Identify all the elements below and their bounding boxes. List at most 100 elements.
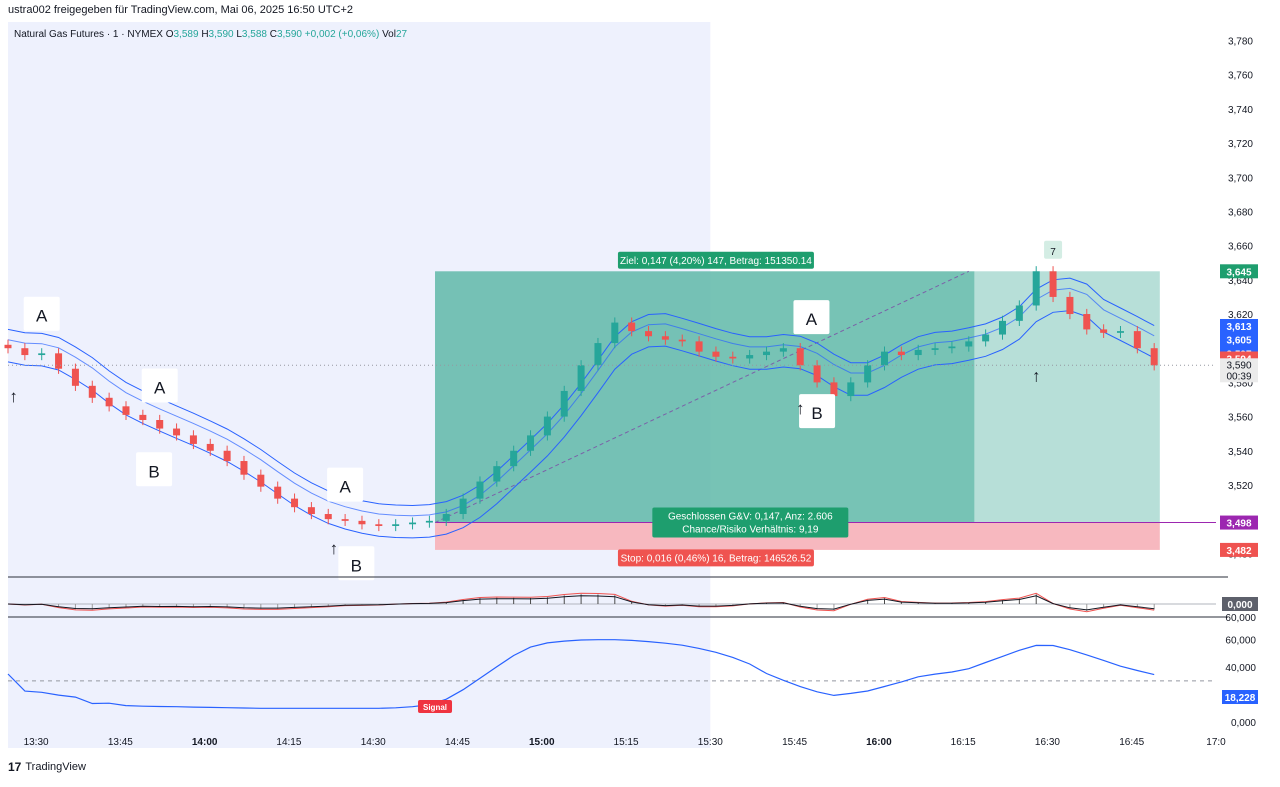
arrow-marker-icon: ↑ bbox=[796, 399, 805, 418]
candle-body bbox=[510, 450, 518, 467]
current-price-tag bbox=[1220, 358, 1258, 383]
time-tick-label: 15:45 bbox=[782, 737, 807, 748]
candle-body bbox=[779, 348, 787, 352]
annotation-box bbox=[793, 300, 830, 335]
signal-marker-label: Signal bbox=[423, 703, 447, 712]
price-tag bbox=[1220, 542, 1258, 557]
candle-body bbox=[4, 344, 12, 349]
price-tick-label: 3,700 bbox=[1228, 173, 1253, 184]
annotation-label: B bbox=[811, 404, 822, 423]
rsi-line bbox=[7, 639, 1155, 709]
candle-body bbox=[38, 353, 46, 356]
target-label-box bbox=[617, 251, 814, 269]
arrow-marker-icon: ↑ bbox=[9, 387, 18, 406]
annotation-box bbox=[799, 394, 836, 429]
closed-label-box bbox=[652, 507, 849, 538]
price-tag bbox=[1220, 332, 1258, 347]
symbol-legend[interactable]: Natural Gas Futures · 1 · NYMEX O3,589 H… bbox=[14, 29, 407, 40]
price-tick-label: 3,580 bbox=[1228, 378, 1253, 389]
tradingview-logo[interactable]: 17 TradingView bbox=[8, 760, 86, 774]
candle-body bbox=[560, 390, 568, 417]
price-tag-label: 3,482 bbox=[1226, 546, 1251, 557]
price-tag-label: 3,498 bbox=[1226, 519, 1251, 530]
price-tag bbox=[1220, 515, 1258, 530]
bar-countdown-label: 00:39 bbox=[1226, 371, 1251, 382]
target-zone bbox=[435, 271, 975, 523]
annotation-label: A bbox=[36, 307, 48, 326]
candle-body bbox=[375, 524, 383, 526]
osc-main-line bbox=[7, 595, 1155, 611]
candle-body bbox=[1116, 331, 1124, 333]
candle-body bbox=[729, 356, 737, 359]
price-tick-label: 3,520 bbox=[1228, 481, 1253, 492]
candle-body bbox=[139, 414, 147, 421]
candle-body bbox=[712, 351, 720, 357]
candle-body bbox=[55, 353, 63, 369]
candle-body bbox=[392, 524, 400, 526]
candle-body bbox=[746, 355, 754, 359]
candle-body bbox=[358, 520, 366, 525]
price-tag-label: 3,605 bbox=[1226, 336, 1251, 347]
rsi-tick-label: 0,000 bbox=[1231, 718, 1256, 729]
candle-body bbox=[1032, 271, 1040, 306]
candle-body bbox=[695, 341, 703, 352]
candle-body bbox=[982, 334, 990, 342]
price-tick-label: 3,680 bbox=[1228, 207, 1253, 218]
annotation-label: A bbox=[806, 310, 818, 329]
candle-body bbox=[830, 382, 838, 397]
candle-body bbox=[948, 346, 956, 349]
candle-body bbox=[847, 382, 855, 397]
candle-body bbox=[493, 466, 501, 482]
annotation-label: B bbox=[351, 556, 362, 575]
candle-body bbox=[1049, 271, 1057, 297]
closed-label-text: Chance/Risiko Verhältnis: 9,19 bbox=[682, 525, 819, 536]
candle-body bbox=[897, 351, 905, 356]
close-value: 3,590 bbox=[276, 29, 302, 40]
candle-body bbox=[324, 514, 332, 520]
tradingview-brand: TradingView bbox=[25, 761, 86, 773]
osc-top-tick: 60,000 bbox=[1225, 613, 1256, 624]
price-tag-label: 3,613 bbox=[1226, 322, 1251, 333]
candle-body bbox=[661, 336, 669, 340]
candle-body bbox=[763, 351, 771, 356]
annotation-box bbox=[141, 368, 178, 403]
candle-body bbox=[173, 428, 181, 436]
shared-by-header: ustra002 freigegeben für TradingView.com… bbox=[8, 4, 353, 16]
osc-tag bbox=[1222, 597, 1258, 611]
candle-body bbox=[88, 385, 96, 398]
symbol-name: Natural Gas Futures · 1 · NYMEX bbox=[14, 29, 163, 40]
candle-body bbox=[442, 514, 450, 521]
time-tick-label: 14:30 bbox=[361, 737, 386, 748]
annotation-label: 7 bbox=[1050, 247, 1056, 258]
close-label: C bbox=[269, 29, 277, 40]
candle-body bbox=[122, 406, 130, 415]
time-tick-label: 15:30 bbox=[698, 737, 723, 748]
time-tick-label: 17:0 bbox=[1206, 737, 1226, 748]
high-value: 3,590 bbox=[208, 29, 234, 40]
low-label: L bbox=[236, 29, 242, 40]
candle-body bbox=[223, 450, 231, 462]
stop-label-box bbox=[617, 549, 814, 567]
lower-band-line bbox=[7, 310, 1155, 539]
price-tick-label: 3,740 bbox=[1228, 105, 1253, 116]
price-tick-label: 3,540 bbox=[1228, 447, 1253, 458]
time-tick-label: 16:00 bbox=[866, 737, 892, 748]
annotation-box bbox=[327, 467, 364, 502]
signal-marker[interactable] bbox=[418, 700, 453, 713]
candle-body bbox=[307, 507, 315, 515]
tradingview-mark-icon: 17 bbox=[8, 760, 22, 774]
time-tick-label: 16:30 bbox=[1035, 737, 1060, 748]
candle-body bbox=[409, 522, 417, 525]
candle-body bbox=[476, 481, 484, 499]
annotation-box bbox=[1044, 240, 1063, 259]
price-tick-label: 3,780 bbox=[1228, 37, 1253, 48]
high-label: H bbox=[201, 29, 209, 40]
annotation-label: B bbox=[148, 462, 159, 481]
candle-body bbox=[459, 498, 467, 515]
candle-body bbox=[864, 365, 872, 383]
candle-body bbox=[931, 348, 939, 350]
volume-value: 27 bbox=[395, 29, 408, 40]
arrow-marker-icon: ↑ bbox=[1032, 367, 1041, 386]
